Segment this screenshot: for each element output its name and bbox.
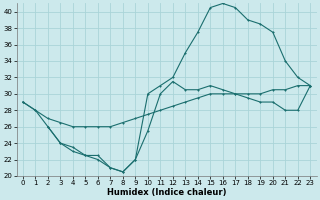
X-axis label: Humidex (Indice chaleur): Humidex (Indice chaleur) xyxy=(107,188,226,197)
